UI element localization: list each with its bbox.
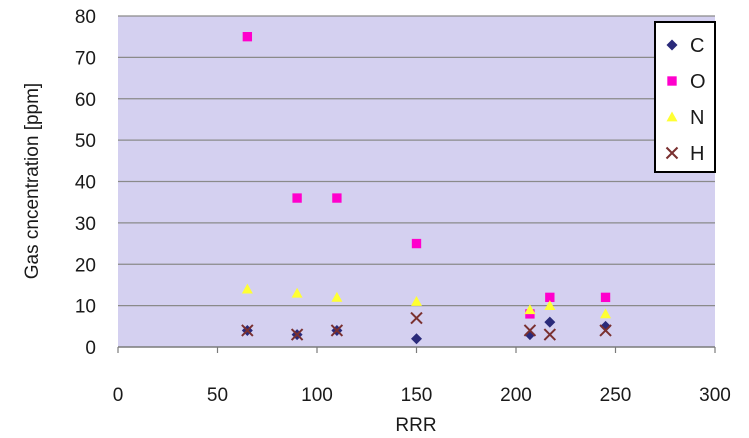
x-tick-label: 0 <box>113 385 124 406</box>
legend-marker-c <box>666 39 678 51</box>
x-marker-stroke <box>599 324 612 337</box>
data-point-h <box>523 324 537 337</box>
y-axis-tick-labels: 0 10 20 30 40 50 60 70 80 <box>75 7 96 359</box>
x-marker-stroke <box>665 146 679 160</box>
data-point-n <box>544 300 556 311</box>
data-point-h <box>543 328 557 341</box>
y-axis-title: Gas cncentration [ppm] <box>22 83 43 279</box>
legend-box <box>654 21 716 173</box>
data-point-n <box>331 291 343 302</box>
data-point-o <box>545 292 555 303</box>
legend-marker-o <box>667 76 677 86</box>
data-point-o <box>292 193 302 203</box>
y-tick-label: 80 <box>75 7 96 28</box>
y-tick-label: 40 <box>75 173 96 194</box>
y-tick-label: 10 <box>75 297 96 318</box>
x-marker-stroke <box>523 324 537 337</box>
legend-marker-n <box>666 111 678 122</box>
series-h <box>241 311 612 341</box>
y-tick-label: 20 <box>75 255 96 276</box>
data-point-c <box>544 316 556 328</box>
data-point-o <box>411 238 422 249</box>
x-tick-label: 200 <box>500 385 532 406</box>
y-tick-label: 70 <box>75 48 96 69</box>
data-point-n <box>524 304 536 315</box>
data-point-n <box>291 287 303 298</box>
data-point-n <box>600 308 612 319</box>
x-tick-label: 250 <box>600 385 632 406</box>
legend-label-n: N <box>690 107 704 129</box>
x-marker-stroke <box>330 324 344 337</box>
legend-label-h: H <box>690 143 704 165</box>
x-tick-label: 150 <box>401 385 433 406</box>
data-point-h <box>330 324 344 337</box>
data-point-n <box>411 295 422 306</box>
data-point-h <box>599 324 612 337</box>
x-marker-stroke <box>543 328 557 341</box>
x-tick-label: 300 <box>699 385 731 406</box>
data-point-o <box>600 292 611 303</box>
gridlines <box>118 15 715 307</box>
y-tick-label: 60 <box>75 90 96 111</box>
legend-marker-h <box>665 146 679 160</box>
y-tick-label: 0 <box>85 338 96 359</box>
x-axis-tick-labels: 0 50 100 150 200 250 300 <box>113 347 731 406</box>
data-point-n <box>241 283 253 294</box>
x-tick-label: 100 <box>301 385 333 406</box>
data-point-o <box>242 32 253 42</box>
x-marker-stroke <box>410 311 423 325</box>
data-points <box>241 32 612 345</box>
data-point-o <box>332 193 342 203</box>
data-point-h <box>290 328 304 341</box>
series-n <box>241 283 612 319</box>
y-tick-label: 50 <box>75 131 96 152</box>
data-point-h <box>241 324 254 337</box>
legend-label-c: C <box>690 35 704 57</box>
x-marker-stroke <box>290 328 304 341</box>
x-axis-title: RRR <box>395 415 436 436</box>
data-point-c <box>411 333 422 345</box>
data-point-h <box>410 311 423 325</box>
x-marker-stroke <box>241 324 254 337</box>
y-tick-label: 30 <box>75 214 96 235</box>
x-tick-label: 50 <box>207 385 228 406</box>
legend-label-o: O <box>690 71 706 93</box>
